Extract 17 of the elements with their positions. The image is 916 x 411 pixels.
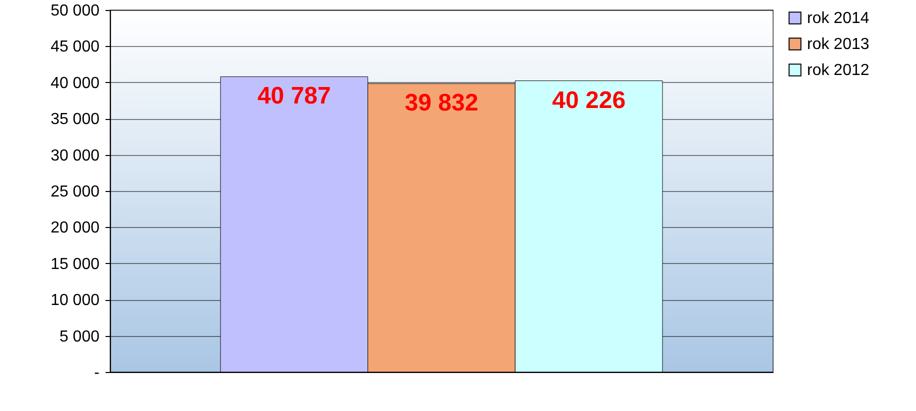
y-tick-label: 20 000 — [50, 220, 100, 237]
y-tick-label: 50 000 — [50, 2, 100, 20]
y-tick-label: 45 000 — [50, 38, 100, 56]
y-tick-label: 30 000 — [50, 147, 100, 164]
data-label: 39 832 — [404, 90, 478, 117]
legend-label: rok 2014 — [807, 10, 870, 27]
y-tick-label: 40 000 — [50, 74, 100, 92]
y-tick-label: 5 000 — [59, 328, 100, 346]
y-tick-label: 35 000 — [50, 111, 100, 128]
legend-label: rok 2012 — [807, 62, 870, 79]
y-tick-label: 15 000 — [50, 256, 100, 273]
data-label: 40 226 — [552, 86, 626, 114]
y-tick-label: 10 000 — [50, 292, 100, 310]
data-label: 40 787 — [257, 82, 331, 110]
legend-label: rok 2013 — [807, 36, 870, 53]
y-tick-label: 25 000 — [50, 184, 100, 200]
y-tick-label: - — [94, 364, 100, 382]
